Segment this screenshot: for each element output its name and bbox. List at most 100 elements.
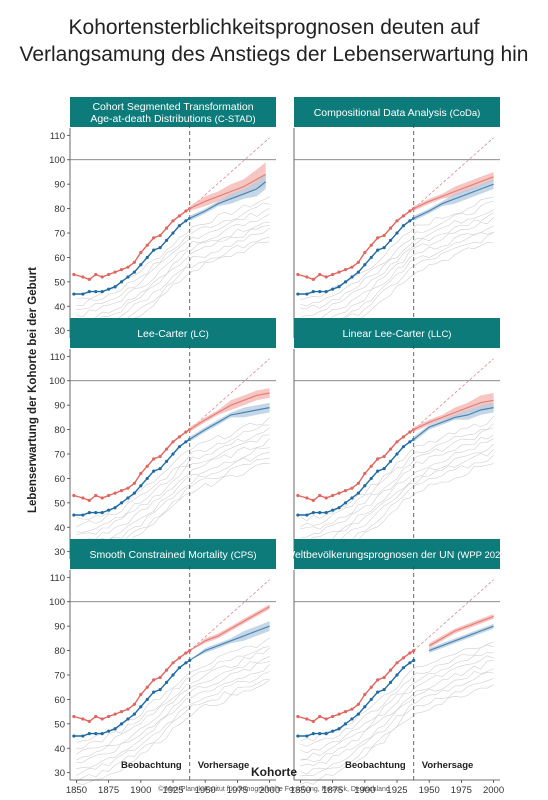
country-line: [76, 207, 270, 311]
forecast-line-male: [189, 181, 267, 219]
observed-point-male: [318, 732, 322, 736]
observed-point-male: [343, 722, 348, 726]
observed-point-female: [408, 209, 412, 213]
observed-point-male: [171, 452, 175, 456]
y-tick-label: 30: [54, 326, 65, 337]
observed-point-female: [113, 712, 117, 716]
observed-point-female: [350, 707, 354, 711]
observed-point-male: [382, 688, 386, 692]
y-tick-label: 50: [54, 719, 65, 730]
forecast-line-male: [428, 625, 494, 652]
observed-point-male: [72, 292, 76, 296]
panel-title-abbr: (CoDa): [450, 108, 481, 119]
country-line: [300, 684, 494, 785]
observed-point-female: [376, 457, 380, 461]
observed-point-female: [395, 440, 399, 444]
observed-point-male: [356, 712, 360, 716]
country-line: [76, 671, 270, 776]
observed-point-male: [376, 469, 380, 473]
observed-point-female: [177, 214, 182, 218]
observed-point-female: [296, 714, 300, 719]
observed-point-female: [184, 651, 188, 655]
observed-point-male: [318, 290, 322, 294]
y-axis-label: Lebenserwartung der Kohorte bei der Gebu…: [27, 266, 39, 514]
observed-point-female: [337, 270, 341, 274]
observed-point-male: [81, 292, 85, 296]
observed-point-female: [331, 714, 335, 719]
panel-header: [294, 539, 500, 569]
chart-title-line-2: Verlangsamung des Anstiegs der Lebenserw…: [19, 43, 529, 66]
observed-point-female: [363, 471, 367, 476]
observed-point-male: [126, 275, 130, 279]
observed-point-female: [72, 493, 76, 498]
observed-point-male: [337, 285, 341, 289]
observed-point-female: [87, 719, 91, 723]
observed-point-male: [72, 734, 76, 738]
observed-point-female: [324, 496, 328, 500]
footer-credit: © Max-Planck-Institut für demografische …: [158, 786, 390, 793]
observed-point-female: [139, 692, 143, 697]
forecast-line-female: [413, 176, 494, 210]
country-line: [76, 225, 270, 326]
x-tick-label: 1850: [66, 785, 87, 796]
observed-point-female: [350, 486, 354, 490]
x-axis-label: Kohorte: [251, 765, 297, 779]
observed-point-female: [132, 702, 136, 706]
observed-point-female: [164, 668, 169, 672]
country-line: [300, 671, 494, 775]
forecast-line-male: [413, 407, 494, 440]
linear-trend-line: [413, 579, 494, 651]
country-line: [300, 443, 494, 546]
x-tick-label: 1900: [130, 785, 151, 796]
observed-point-female: [401, 435, 406, 439]
observed-point-female: [376, 678, 380, 682]
observed-point-male: [107, 508, 111, 512]
observed-point-male: [318, 511, 322, 515]
x-tick-label: 1925: [162, 785, 183, 796]
observed-point-male: [363, 263, 367, 267]
x-tick-label: 2000: [483, 785, 504, 796]
y-tick-label: 80: [54, 425, 65, 436]
panel-header: [70, 539, 276, 569]
country-line: [76, 438, 270, 542]
observed-point-female: [318, 493, 322, 498]
x-tick-label: 2000: [259, 785, 280, 796]
panel-title: Weltbevölkerungsprognosen der UN (WPP 20…: [285, 549, 509, 561]
observed-point-female: [343, 489, 348, 493]
observed-point-male: [164, 680, 169, 684]
observed-point-male: [119, 722, 124, 726]
y-tick-label: 30: [54, 768, 65, 779]
observed-point-male: [158, 688, 162, 692]
observed-point-male: [132, 270, 136, 274]
panel-header: [70, 318, 276, 348]
observed-point-male: [369, 697, 373, 702]
panel-title: Smooth Constrained Mortality (CPS): [89, 549, 256, 561]
panel-title: Linear Lee-Carter (LLC): [343, 328, 452, 340]
linear-trend-line: [413, 137, 494, 209]
observed-point-male: [401, 666, 406, 670]
y-tick-label: 50: [54, 277, 65, 288]
x-tick-label: 1975: [227, 785, 248, 796]
observed-point-female: [412, 648, 416, 653]
observed-point-male: [331, 508, 335, 512]
observed-point-female: [171, 440, 175, 444]
panel-title-abbr: (LLC): [428, 329, 452, 340]
observed-point-male: [126, 717, 130, 721]
observed-point-female: [94, 714, 98, 719]
y-tick-label: 110: [50, 573, 65, 584]
chart-title-line-1: Kohortensterblichkeitsprognosen deuten a…: [68, 16, 480, 39]
country-line: [300, 212, 494, 318]
panel-1: Cohort Segmented TransformationAge-at-de…: [49, 97, 276, 342]
x-tick-label: 1950: [419, 785, 440, 796]
country-line: [76, 202, 270, 306]
observed-point-female: [152, 457, 156, 461]
observed-point-female: [94, 493, 98, 498]
observed-point-female: [132, 260, 136, 264]
observed-point-male: [164, 459, 169, 463]
y-tick-label: 70: [54, 229, 65, 240]
observed-point-male: [152, 248, 156, 252]
country-line: [76, 664, 270, 769]
panel-title: Lee-Carter (LC): [137, 328, 209, 340]
observed-point-male: [171, 231, 175, 235]
observed-point-female: [356, 481, 360, 485]
